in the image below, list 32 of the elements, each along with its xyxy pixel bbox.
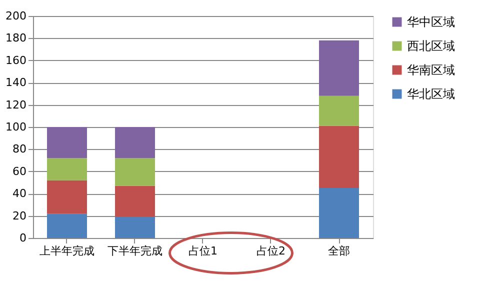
bar xyxy=(47,127,87,158)
legend-label: 华南区域 xyxy=(407,63,455,77)
x-tick-label: 占位2 xyxy=(256,244,286,258)
x-tick-label: 上半年完成 xyxy=(40,244,94,258)
x-tick-label: 全部 xyxy=(328,244,350,258)
y-tick-label: 200 xyxy=(6,10,26,22)
legend-label: 华北区域 xyxy=(407,87,455,101)
legend-label: 华中区域 xyxy=(407,15,455,29)
bar xyxy=(319,96,359,126)
y-tick-label: 180 xyxy=(6,32,26,45)
x-tick-label: 占位1 xyxy=(188,244,218,258)
bar xyxy=(115,186,155,217)
bar xyxy=(47,214,87,238)
legend-label: 西北区域 xyxy=(407,39,455,53)
bar xyxy=(115,127,155,158)
bar xyxy=(115,158,155,186)
bar xyxy=(319,188,359,238)
y-tick-label: 40 xyxy=(12,187,26,200)
y-tick-label: 20 xyxy=(12,209,26,222)
y-tick-label: 160 xyxy=(6,54,26,67)
bar xyxy=(115,216,155,238)
y-tick-label: 100 xyxy=(6,120,26,134)
bar xyxy=(319,126,359,188)
y-tick-label: 80 xyxy=(12,142,26,156)
bar xyxy=(47,180,87,214)
bar xyxy=(47,158,87,180)
y-tick-label: 120 xyxy=(6,98,26,112)
x-tick-label: 下半年完成 xyxy=(108,244,162,258)
y-tick-label: 140 xyxy=(6,76,26,90)
y-tick-label: 60 xyxy=(12,164,26,178)
y-tick-label: 0 xyxy=(20,232,26,244)
bar xyxy=(319,40,359,96)
